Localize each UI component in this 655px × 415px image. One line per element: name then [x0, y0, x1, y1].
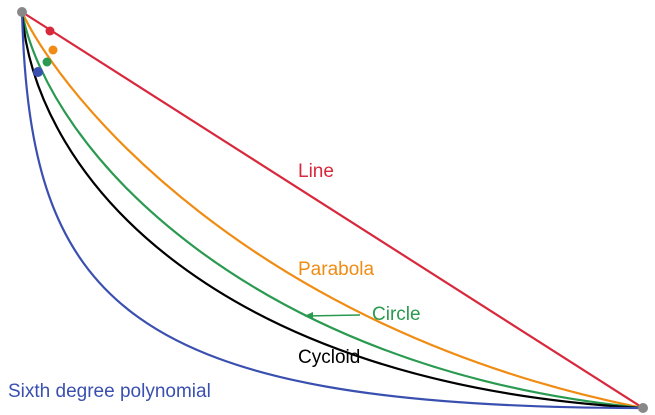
end-point — [638, 403, 648, 413]
circle-curve — [20, 11, 644, 410]
parabola-dot — [48, 45, 58, 55]
circle-dot — [42, 57, 52, 67]
polynomial-label: Sixth degree polynomial — [8, 381, 211, 402]
line-label: Line — [298, 161, 334, 182]
line-dot — [45, 26, 55, 36]
start-point — [17, 7, 27, 17]
circle-arrow — [305, 314, 361, 317]
cycloid-label: Cycloid — [298, 347, 360, 368]
circle-arrow-head — [304, 312, 313, 320]
cycloid-curve — [20, 11, 644, 410]
circle-label: Circle — [372, 304, 421, 325]
line-curve — [21, 11, 644, 409]
parabola-curve — [21, 11, 644, 410]
polynomial-dot — [33, 67, 43, 77]
parabola-label: Parabola — [298, 259, 374, 280]
polynomial-curve — [20, 11, 644, 410]
